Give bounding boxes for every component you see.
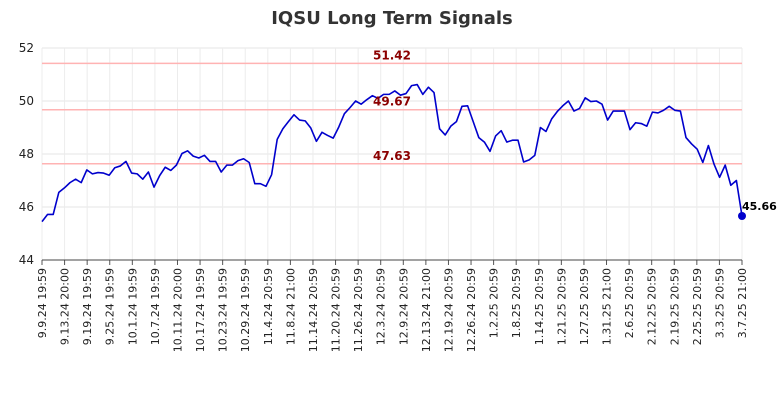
y-tick-label: 48	[19, 147, 34, 161]
series-layer	[41, 83, 746, 223]
x-tick-label: 11.8.24 21:00	[284, 268, 297, 345]
grid-layer	[41, 47, 743, 261]
x-tick-label: 1.31.25 21:00	[601, 268, 614, 345]
x-tick-label: 10.23.24 19:59	[217, 268, 230, 352]
x-tick-label: 11.26.24 20:59	[352, 268, 365, 352]
x-tick-label: 10.17.24 19:59	[194, 268, 207, 352]
x-tick-label: 2.12.25 20:59	[646, 268, 659, 345]
x-tick-label: 12.26.24 20:59	[465, 268, 478, 352]
x-tick-label: 11.4.24 20:59	[262, 268, 275, 345]
x-tick-label: 10.1.24 19:59	[126, 268, 139, 345]
x-tick-label: 12.19.24 20:59	[442, 268, 455, 352]
x-tick-label: 3.7.25 21:00	[736, 268, 749, 338]
axes: 44 46 48 50 52 9.9.24 19:59 9.13.24 20:00 9.19.…	[19, 41, 749, 352]
y-tick-label: 50	[19, 94, 34, 108]
x-tick-label: 1.21.25 20:59	[555, 268, 568, 345]
x-tick-label: 2.19.25 20:59	[668, 268, 681, 345]
reference-line-label: 47.63	[373, 149, 411, 163]
last-value-point	[738, 212, 746, 221]
x-tick-label: 1.8.25 20:59	[510, 268, 523, 338]
y-tick-label: 46	[19, 200, 34, 214]
x-tick-label: 11.14.24 20:59	[307, 268, 320, 352]
y-tick-label: 44	[19, 253, 34, 267]
x-tick-label: 10.7.24 19:59	[149, 268, 162, 345]
x-tick-label: 2.6.25 20:59	[623, 268, 636, 338]
x-tick-label: 9.9.24 19:59	[36, 268, 49, 338]
y-tick-label: 52	[19, 41, 34, 55]
x-tick-label: 10.11.24 20:00	[171, 268, 184, 352]
x-tick-label: 12.3.24 20:59	[375, 268, 388, 345]
x-tick-label: 9.25.24 19:59	[104, 268, 117, 345]
x-tick-label: 12.9.24 20:59	[397, 268, 410, 345]
series-line	[41, 83, 743, 223]
reference-line-label: 49.67	[373, 95, 411, 109]
x-tick-label: 1.14.25 20:59	[533, 268, 546, 345]
x-tick-label: 10.29.24 19:59	[239, 268, 252, 352]
x-tick-label: 11.20.24 20:59	[330, 268, 343, 352]
x-tick-label: 3.3.25 20:59	[713, 268, 726, 338]
x-tick-label: 9.19.24 19:59	[81, 268, 94, 345]
last-value-label: 45.66	[742, 200, 777, 213]
x-tick-label: 1.27.25 20:59	[578, 268, 591, 345]
x-tick-label: 1.2.25 20:59	[488, 268, 501, 338]
x-tick-label: 9.13.24 20:00	[59, 268, 72, 345]
reference-lines	[42, 62, 742, 165]
x-tick-label: 12.13.24 21:00	[420, 268, 433, 352]
label-layer: 51.42 49.67 47.63 45.66	[373, 48, 777, 213]
reference-line-label: 51.42	[373, 48, 411, 62]
x-tick-label: 2.25.25 20:59	[691, 268, 704, 345]
chart-title: IQSU Long Term Signals	[271, 8, 513, 29]
